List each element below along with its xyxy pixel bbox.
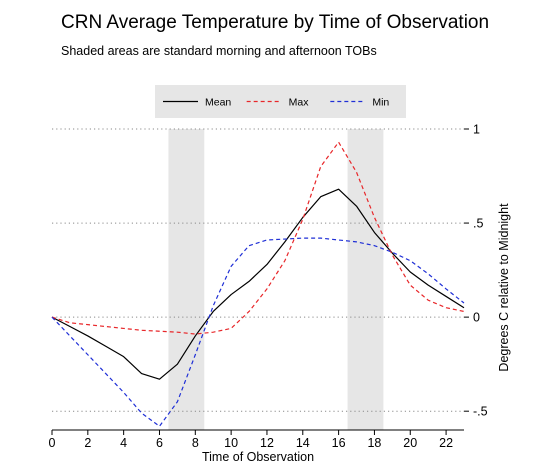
y-tick-label: .5: [473, 217, 483, 231]
legend: Mean Max Min: [155, 85, 406, 118]
series-line-mean: [51, 188, 465, 380]
x-tick-label: 22: [439, 436, 453, 450]
x-tick-label: 6: [156, 436, 163, 450]
x-tick-label: 8: [192, 436, 199, 450]
legend-label-min: Min: [372, 97, 389, 109]
x-tick-label: 14: [296, 436, 310, 450]
x-tick-label: 12: [260, 436, 274, 450]
x-tick-label: 0: [49, 436, 56, 450]
x-tick-label: 2: [84, 436, 91, 450]
x-tick-label: 4: [120, 436, 127, 450]
y-tick-label: 0: [473, 311, 480, 325]
gridlines: [52, 128, 464, 412]
series-lines: [51, 141, 465, 427]
y-tick-label: 1: [473, 123, 480, 137]
shaded-band-2: [347, 129, 384, 430]
x-tick-label: 18: [367, 436, 381, 450]
y-tick-label: -.5: [473, 405, 488, 419]
shaded-band-1: [168, 129, 205, 430]
chart-title: CRN Average Temperature by Time of Obser…: [61, 12, 490, 33]
x-axis-label: Time of Observation: [202, 450, 314, 464]
legend-label-max: Max: [289, 97, 310, 109]
shaded-bands: [168, 129, 384, 430]
legend-label-mean: Mean: [205, 97, 231, 109]
x-tick-label: 10: [224, 436, 238, 450]
x-tick-label: 16: [332, 436, 346, 450]
series-line-min: [51, 237, 465, 427]
y-axis-label: Degrees C relative to Midnight: [497, 203, 511, 372]
axes: 0 2 4 6 8 10 12 14 16 18 20 22 -.5 0 .5 1: [49, 123, 488, 451]
x-tick-label: 20: [403, 436, 417, 450]
chart-subtitle: Shaded areas are standard morning and af…: [61, 44, 377, 58]
series-line-max: [51, 141, 465, 335]
